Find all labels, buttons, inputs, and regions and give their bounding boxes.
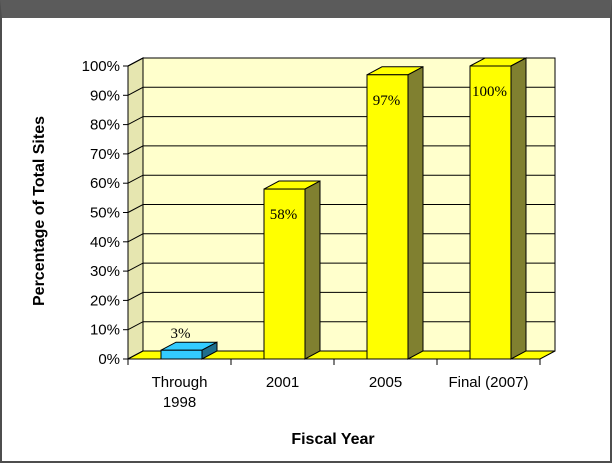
data-label: 58% (270, 207, 298, 223)
x-tick-label: 2005 (369, 374, 402, 391)
bar-front (469, 65, 512, 360)
y-tick-label: 30% (90, 263, 120, 280)
bar-side (510, 57, 527, 360)
bar (263, 180, 321, 360)
bar (366, 65, 424, 360)
y-tick-label: 40% (90, 234, 120, 251)
bar-front (366, 74, 409, 360)
y-tick-label: 90% (90, 87, 120, 104)
y-tick-label: 20% (90, 292, 120, 309)
y-tick-label: 50% (90, 205, 120, 222)
data-label: 100% (472, 84, 507, 100)
bar (160, 341, 218, 360)
x-tick-label: 1998 (163, 394, 196, 411)
y-tick-label: 80% (90, 117, 120, 134)
bar (469, 57, 527, 360)
y-tick-label: 60% (90, 175, 120, 192)
data-label: 3% (171, 326, 191, 342)
gridline (127, 57, 555, 67)
x-tick-label: Final (2007) (448, 374, 528, 391)
x-tick-label: 2001 (266, 374, 299, 391)
data-label: 97% (373, 93, 401, 109)
bar-front (160, 349, 203, 360)
x-tick-label: Through (152, 374, 208, 391)
y-tick-label: 0% (98, 351, 120, 368)
x-axis-title: Fiscal Year (291, 431, 374, 448)
bar-side (407, 65, 424, 360)
bar-front (263, 188, 306, 360)
bar-side (304, 180, 321, 360)
y-tick-label: 100% (82, 58, 120, 75)
y-tick-label: 70% (90, 146, 120, 163)
y-axis-title: Percentage of Total Sites (31, 116, 48, 306)
y-tick-label: 10% (90, 322, 120, 339)
